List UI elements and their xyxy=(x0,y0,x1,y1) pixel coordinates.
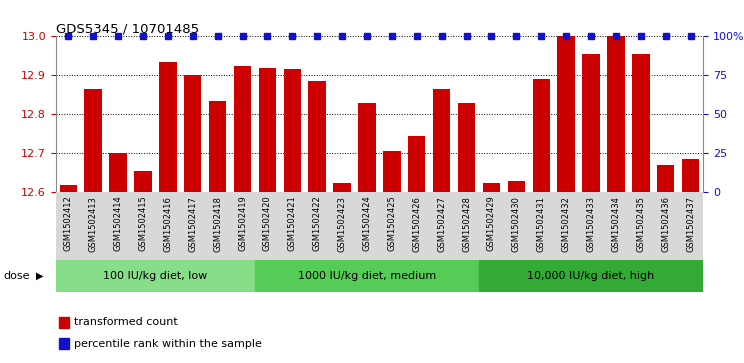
Bar xyxy=(629,192,653,260)
Text: 10,000 IU/kg diet, high: 10,000 IU/kg diet, high xyxy=(527,271,655,281)
Bar xyxy=(280,192,305,260)
Text: GSM1502437: GSM1502437 xyxy=(686,196,695,252)
Bar xyxy=(557,36,575,192)
Bar xyxy=(84,89,102,192)
Text: GSM1502418: GSM1502418 xyxy=(213,196,222,252)
Bar xyxy=(80,192,106,260)
Bar xyxy=(653,192,679,260)
Bar xyxy=(433,89,450,192)
Text: ▶: ▶ xyxy=(36,271,43,281)
Bar xyxy=(255,260,479,292)
Bar xyxy=(209,101,226,192)
Text: 1000 IU/kg diet, medium: 1000 IU/kg diet, medium xyxy=(298,271,436,281)
Text: GSM1502431: GSM1502431 xyxy=(536,196,546,252)
Text: GSM1502426: GSM1502426 xyxy=(412,196,421,252)
Bar xyxy=(56,192,80,260)
Bar xyxy=(130,192,155,260)
Bar xyxy=(479,260,703,292)
Bar xyxy=(583,54,600,192)
Text: GSM1502420: GSM1502420 xyxy=(263,196,272,252)
Bar xyxy=(408,136,426,192)
Text: GDS5345 / 10701485: GDS5345 / 10701485 xyxy=(56,22,199,35)
Bar xyxy=(507,181,525,192)
Text: GSM1502433: GSM1502433 xyxy=(586,196,595,252)
Bar xyxy=(230,192,255,260)
Bar xyxy=(607,36,625,192)
Bar xyxy=(429,192,454,260)
Text: GSM1502415: GSM1502415 xyxy=(138,196,147,252)
Bar xyxy=(60,185,77,192)
Bar xyxy=(184,76,202,192)
Bar xyxy=(56,260,255,292)
Text: GSM1502434: GSM1502434 xyxy=(612,196,620,252)
Bar xyxy=(255,192,280,260)
Bar xyxy=(657,165,675,192)
Text: dose: dose xyxy=(4,271,31,281)
Text: GSM1502427: GSM1502427 xyxy=(437,196,446,252)
Text: GSM1502421: GSM1502421 xyxy=(288,196,297,252)
Bar xyxy=(180,192,205,260)
Text: GSM1502429: GSM1502429 xyxy=(487,196,496,252)
Text: GSM1502412: GSM1502412 xyxy=(64,196,73,252)
Bar xyxy=(359,103,376,192)
Text: 100 IU/kg diet, low: 100 IU/kg diet, low xyxy=(103,271,208,281)
Text: GSM1502435: GSM1502435 xyxy=(636,196,645,252)
Bar xyxy=(383,151,400,192)
Bar xyxy=(479,192,504,260)
Bar xyxy=(234,66,251,192)
Bar xyxy=(155,192,180,260)
Text: GSM1502422: GSM1502422 xyxy=(312,196,321,252)
Bar xyxy=(134,171,152,192)
Bar xyxy=(682,159,699,192)
Bar xyxy=(330,192,355,260)
Text: GSM1502419: GSM1502419 xyxy=(238,196,247,252)
Bar xyxy=(404,192,429,260)
Bar xyxy=(355,192,379,260)
Text: GSM1502425: GSM1502425 xyxy=(388,196,397,252)
Text: GSM1502417: GSM1502417 xyxy=(188,196,197,252)
Bar xyxy=(59,338,69,349)
Bar xyxy=(533,79,550,192)
Bar xyxy=(305,192,330,260)
Text: GSM1502416: GSM1502416 xyxy=(164,196,173,252)
Text: percentile rank within the sample: percentile rank within the sample xyxy=(74,339,262,348)
Bar xyxy=(579,192,603,260)
Bar xyxy=(159,62,176,192)
Bar xyxy=(458,103,475,192)
Text: GSM1502424: GSM1502424 xyxy=(362,196,371,252)
Text: GSM1502413: GSM1502413 xyxy=(89,196,97,252)
Text: transformed count: transformed count xyxy=(74,317,178,327)
Bar xyxy=(109,154,126,192)
Bar xyxy=(333,183,351,192)
Text: GSM1502432: GSM1502432 xyxy=(562,196,571,252)
Text: GSM1502436: GSM1502436 xyxy=(661,196,670,252)
Bar xyxy=(454,192,479,260)
Bar xyxy=(106,192,130,260)
Text: GSM1502428: GSM1502428 xyxy=(462,196,471,252)
Bar xyxy=(309,81,326,192)
Bar xyxy=(554,192,579,260)
Bar xyxy=(483,183,500,192)
Bar xyxy=(379,192,404,260)
Bar xyxy=(529,192,554,260)
Bar xyxy=(205,192,230,260)
Bar xyxy=(283,69,301,192)
Text: GSM1502430: GSM1502430 xyxy=(512,196,521,252)
Bar xyxy=(679,192,703,260)
Bar xyxy=(504,192,529,260)
Bar xyxy=(603,192,629,260)
Bar xyxy=(59,317,69,328)
Bar xyxy=(632,54,650,192)
Bar xyxy=(259,68,276,192)
Text: GSM1502423: GSM1502423 xyxy=(338,196,347,252)
Text: GSM1502414: GSM1502414 xyxy=(114,196,123,252)
